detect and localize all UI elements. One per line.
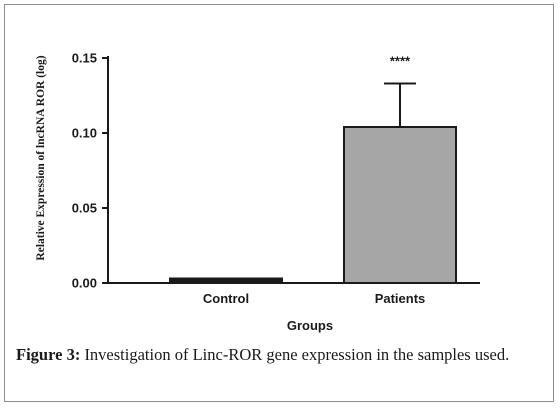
caption-label: Figure 3: [16, 345, 81, 364]
caption-text: Investigation of Linc-ROR gene expressio… [80, 345, 510, 364]
y-tick-label: 0.15 [72, 51, 97, 66]
significance-label: **** [390, 54, 411, 69]
figure-frame [4, 4, 554, 402]
y-tick-label: 0.00 [72, 276, 97, 291]
y-axis-label: Relative Expression of lncRNA ROR (log) [35, 55, 47, 260]
bar-control [169, 277, 283, 284]
y-tick-label: 0.10 [72, 126, 97, 141]
bar-patients [343, 126, 457, 284]
x-tick-label: Patients [375, 291, 426, 306]
x-tick-label: Control [203, 291, 249, 306]
bar-chart: 0.00 0.05 0.10 0.15 Control **** Patients Rel… [35, 51, 480, 333]
x-axis-label: Groups [287, 318, 333, 333]
figure-caption: Figure 3: Investigation of Linc-ROR gene… [16, 343, 524, 367]
y-tick-label: 0.05 [72, 201, 97, 216]
chart-bars: Control **** Patients [169, 54, 457, 306]
